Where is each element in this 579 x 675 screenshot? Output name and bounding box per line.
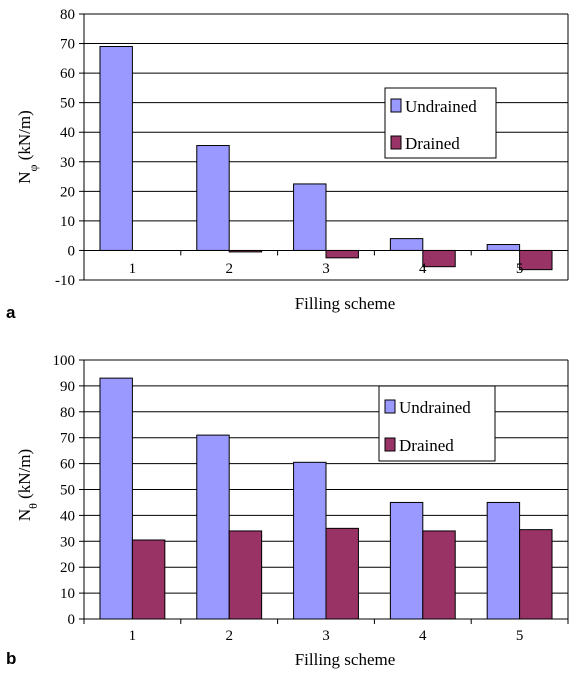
bar-b-undrained-2 — [196, 434, 230, 620]
y-axis-title-a-main: N — [15, 171, 34, 183]
legend-box-b — [378, 385, 496, 462]
bar-a-drained-3 — [325, 249, 359, 259]
bar-b-undrained-3 — [293, 461, 327, 620]
y-axis-title-a: Nφ (kN/m) — [15, 110, 40, 184]
y-tick-label-a-10: 10 — [60, 214, 75, 230]
y-axis-title-b-unit: (kN/m) — [15, 449, 34, 503]
y-tick-label-b-10: 10 — [60, 586, 75, 602]
legend-swatch-a-undrained — [390, 98, 402, 113]
x-tick-label-b-3: 3 — [322, 628, 330, 644]
y-tick-label-b-50: 50 — [60, 483, 75, 499]
bar-a-drained-5 — [519, 249, 553, 271]
y-tick-label-b-70: 70 — [60, 431, 75, 447]
bar-a-undrained-4 — [389, 238, 424, 251]
y-tick-label-a-20: 20 — [60, 184, 75, 200]
y-axis-title-b: Nθ (kN/m) — [15, 449, 40, 521]
x-tick-label-a-2: 2 — [225, 261, 233, 277]
bar-a-drained-4 — [422, 249, 456, 268]
y-axis-title-b-sub: θ — [26, 503, 40, 509]
plot-area-b: 0 10 20 30 40 50 60 70 80 90 100 1 2 3 4 5 — [53, 353, 569, 644]
x-tick-label-a-4: 4 — [419, 261, 427, 277]
bar-b-undrained-5 — [486, 501, 521, 620]
panel-letter-a: a — [6, 303, 16, 322]
legend-b: Undrained Drained — [378, 385, 496, 462]
y-tick-label-b-20: 20 — [60, 560, 75, 576]
y-tick-label-b-0: 0 — [68, 612, 76, 628]
legend-label-b-undrained: Undrained — [399, 398, 471, 417]
y-tick-label-b-40: 40 — [60, 508, 75, 524]
bar-b-drained-4 — [422, 530, 456, 620]
x-tick-label-a-3: 3 — [322, 261, 330, 277]
y-tick-label-a--10: -10 — [55, 273, 75, 289]
y-tick-label-b-30: 30 — [60, 534, 75, 550]
y-tick-label-b-60: 60 — [60, 457, 75, 473]
y-axis-title-b-main: N — [15, 509, 34, 521]
legend-label-a-drained: Drained — [405, 134, 460, 153]
bar-a-undrained-1 — [99, 46, 133, 251]
bar-b-undrained-4 — [389, 501, 424, 620]
y-tick-label-b-100: 100 — [53, 353, 76, 369]
chart-panel-a: a Filling scheme Nφ (kN/m) -10 0 10 20 30 40 5… — [6, 7, 569, 322]
x-tick-label-a-1: 1 — [129, 261, 137, 277]
legend-swatch-b-drained — [384, 437, 396, 452]
bar-b-undrained-1 — [99, 377, 133, 620]
plot-area-a: -10 0 10 20 30 40 50 60 70 80 1 2 3 4 5 — [55, 7, 569, 289]
x-axis-title-b: Filling scheme — [295, 650, 396, 669]
y-tick-label-a-80: 80 — [60, 7, 75, 23]
bar-b-drained-5 — [519, 529, 553, 620]
legend-a: Undrained Drained — [384, 87, 497, 159]
legend-swatch-a-drained — [390, 135, 402, 150]
x-tick-label-a-5: 5 — [516, 261, 524, 277]
legend-label-b-drained: Drained — [399, 436, 454, 455]
bar-b-drained-3 — [325, 527, 359, 620]
bar-a-undrained-3 — [293, 183, 327, 251]
bar-a-undrained-2 — [196, 145, 230, 251]
y-tick-label-a-60: 60 — [60, 66, 75, 82]
panel-letter-b: b — [6, 649, 16, 668]
x-tick-label-b-4: 4 — [419, 628, 427, 644]
y-tick-label-b-90: 90 — [60, 379, 75, 395]
y-tick-label-a-70: 70 — [60, 37, 75, 53]
chart-panel-b: b Filling scheme Nθ (kN/m) 0 10 20 30 40 50 60… — [6, 353, 569, 669]
legend-label-a-undrained: Undrained — [405, 97, 477, 116]
x-tick-label-b-1: 1 — [129, 628, 137, 644]
x-axis-title-a: Filling scheme — [295, 294, 396, 313]
y-axis-title-a-unit: (kN/m) — [15, 110, 34, 164]
y-tick-label-a-30: 30 — [60, 155, 75, 171]
y-tick-label-a-40: 40 — [60, 125, 75, 141]
x-tick-label-b-5: 5 — [516, 628, 524, 644]
bar-b-drained-1 — [131, 539, 166, 620]
bar-b-drained-2 — [228, 530, 263, 620]
y-tick-label-a-50: 50 — [60, 96, 75, 112]
legend-box-a — [384, 87, 497, 159]
y-tick-label-a-0: 0 — [68, 243, 76, 259]
bar-a-undrained-5 — [486, 244, 521, 251]
y-axis-title-a-sub: φ — [26, 164, 40, 171]
x-tick-label-b-2: 2 — [225, 628, 233, 644]
legend-swatch-b-undrained — [384, 399, 396, 414]
y-tick-label-b-80: 80 — [60, 405, 75, 421]
